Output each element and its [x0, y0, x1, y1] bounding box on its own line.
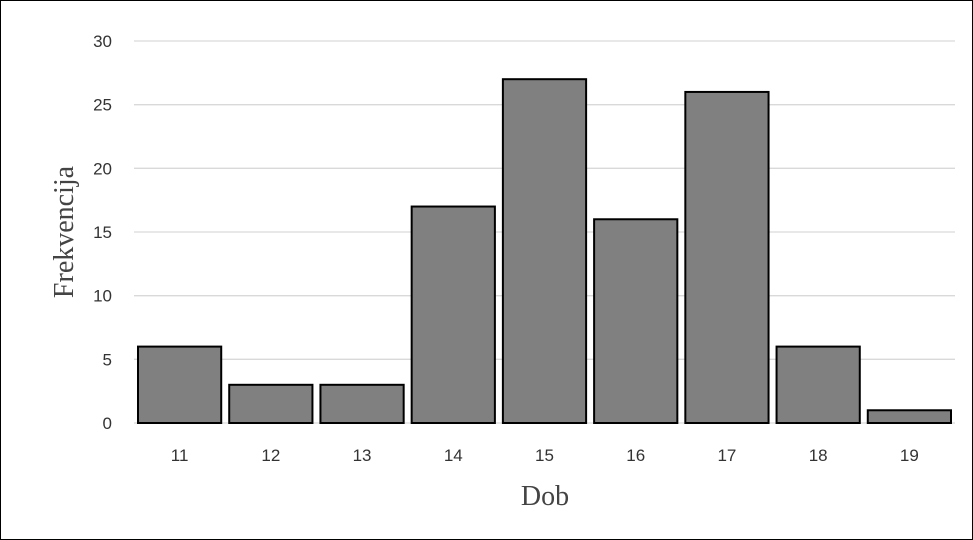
- bar-14: [410, 205, 496, 424]
- x-tick-label: 16: [626, 446, 645, 465]
- y-tick-label: 10: [93, 287, 112, 306]
- x-tick-label: 17: [717, 446, 736, 465]
- x-tick-label: 12: [261, 446, 280, 465]
- x-tick-label: 11: [171, 446, 189, 465]
- y-tick-label: 30: [93, 32, 112, 51]
- x-tick-label: 13: [353, 446, 372, 465]
- bar-16: [593, 218, 679, 424]
- x-tick-label: 15: [535, 446, 554, 465]
- y-tick-label: 25: [93, 96, 112, 115]
- y-axis-ticks: 0 5 10 15 20 25 30: [93, 32, 112, 433]
- bar-18: [775, 345, 861, 425]
- y-tick-label: 5: [103, 350, 112, 369]
- x-axis-label: Dob: [521, 481, 569, 512]
- y-tick-label: 15: [93, 223, 112, 242]
- x-axis-ticks: 11 12 13 14 15 16 17 18 19: [171, 446, 919, 465]
- bars: [137, 78, 952, 425]
- x-tick-label: 19: [900, 446, 919, 465]
- bar-13: [319, 383, 405, 424]
- bar-12: [228, 383, 314, 424]
- y-tick-label: 20: [93, 159, 112, 178]
- x-tick-label: 14: [444, 446, 463, 465]
- bar-15: [501, 78, 588, 424]
- bar-19: [866, 409, 952, 424]
- y-axis-label: Frekvencija: [49, 165, 80, 298]
- x-tick-label: 18: [809, 446, 828, 465]
- bar-17: [684, 90, 770, 425]
- y-tick-label: 0: [103, 414, 112, 433]
- bar-11: [137, 345, 223, 425]
